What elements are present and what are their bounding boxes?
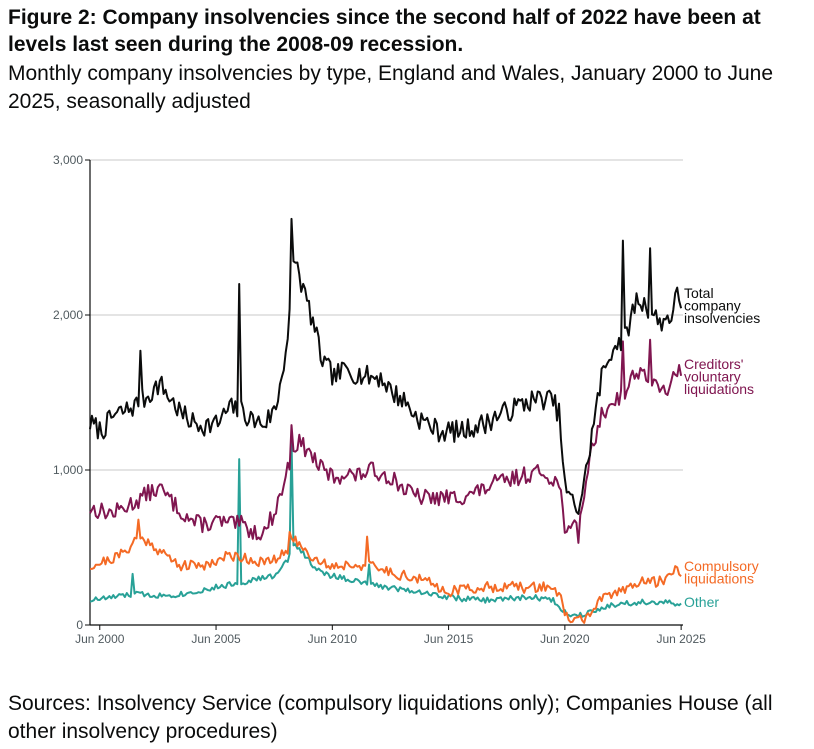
y-tick-label: 2,000	[53, 308, 83, 322]
x-tick-label: Jun 2010	[308, 632, 358, 646]
y-tick-label: 0	[76, 618, 83, 632]
series-labels: Total company insolvencies Creditors' volunt…	[684, 285, 760, 610]
x-tick-label: Jun 2000	[75, 632, 125, 646]
series-label: Total company insolvencies	[684, 285, 760, 326]
series-label: Creditors' voluntary liquidations	[684, 356, 754, 397]
chart-subtitle: Monthly company insolvencies by type, En…	[8, 62, 774, 113]
series-lines	[89, 217, 683, 624]
series-label: Compulsory liquidations	[684, 558, 759, 587]
series-line-other	[89, 438, 682, 618]
chart-source: Sources: Insolvency Service (compulsory …	[8, 692, 773, 743]
y-tick-label: 3,000	[53, 153, 83, 167]
series-line-creditors-voluntary-liquidations	[89, 338, 683, 544]
y-tick-label: 1,000	[53, 463, 83, 477]
grid-lines	[90, 159, 683, 471]
x-tick-label: Jun 2015	[424, 632, 474, 646]
x-tick-label: Jun 2020	[540, 632, 590, 646]
series-label: Other	[684, 594, 719, 610]
x-axis: Jun 2000 Jun 2005 Jun 2010 Jun 2015 Jun 2020…	[75, 160, 706, 646]
series-line-total-company-insolvencies	[89, 217, 683, 515]
x-tick-label: Jun 2025	[656, 632, 706, 646]
chart-svg: 0 1,000 2,000 3,000 Jun 2000 Jun 2005 Jun 201…	[53, 153, 760, 646]
chart-title: Figure 2: Company insolvencies since the…	[8, 6, 761, 56]
x-tick-label: Jun 2005	[191, 632, 241, 646]
y-axis-ticks: 0 1,000 2,000 3,000	[53, 153, 90, 632]
series-line-compulsory-liquidations	[90, 518, 682, 624]
